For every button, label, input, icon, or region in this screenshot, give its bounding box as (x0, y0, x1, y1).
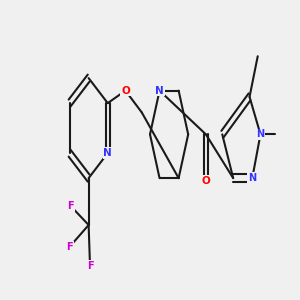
Text: F: F (87, 261, 93, 271)
Text: F: F (66, 242, 73, 252)
Text: N: N (155, 85, 164, 96)
Text: O: O (202, 176, 210, 186)
Text: N: N (103, 148, 112, 158)
Text: N: N (248, 173, 256, 183)
Text: O: O (121, 85, 130, 96)
Text: F: F (68, 201, 74, 211)
Text: N: N (256, 129, 265, 140)
